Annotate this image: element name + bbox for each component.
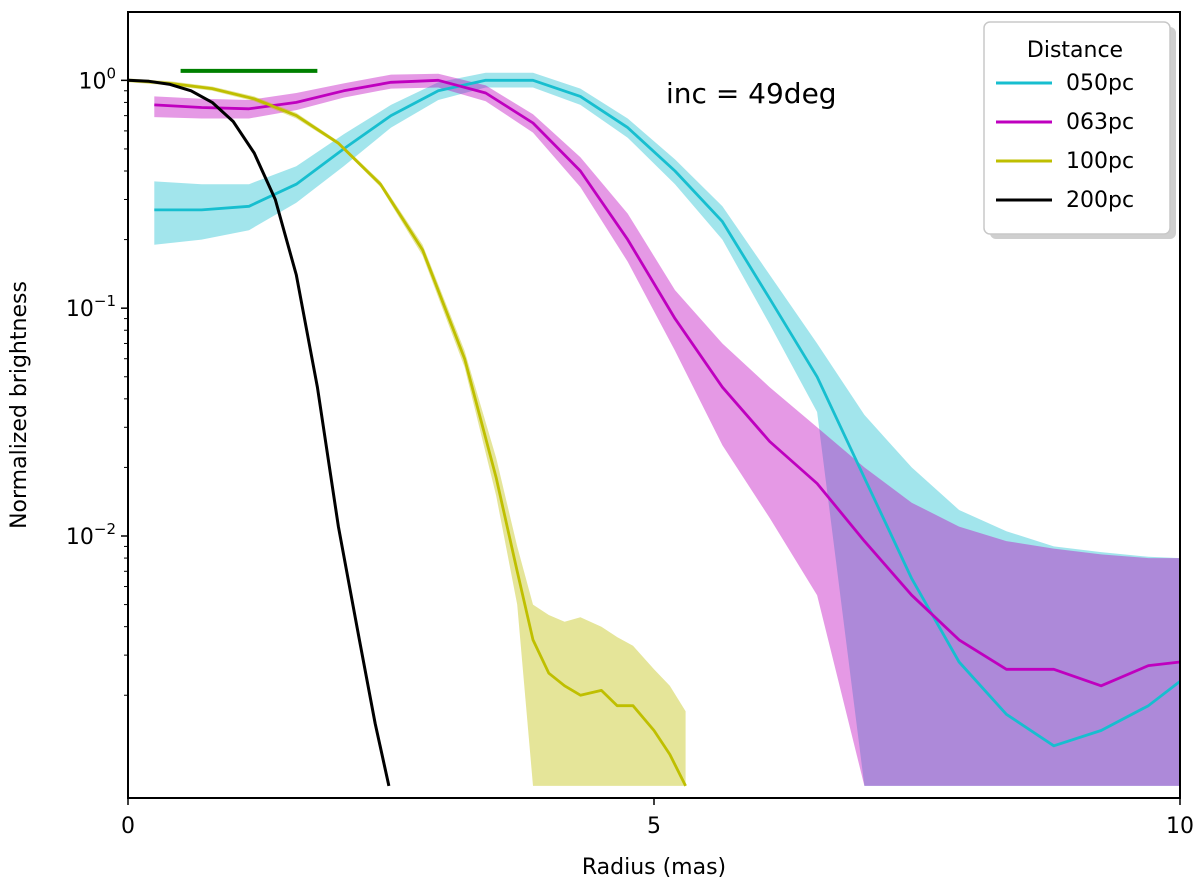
legend-title: Distance — [1027, 38, 1123, 63]
legend-box — [983, 21, 1171, 235]
line-100pc — [127, 78, 687, 787]
x-tick-label: 10 — [1166, 814, 1194, 839]
series-lines — [127, 78, 1181, 787]
x-axis-label: Radius (mas) — [582, 855, 726, 880]
x-tick-label: 5 — [647, 814, 661, 839]
x-tick-label: 0 — [121, 814, 135, 839]
axes: 0 5 10 100 10−1 10−2 — [66, 11, 1194, 839]
legend-label-200pc: 200pc — [1066, 188, 1134, 213]
line-200pc — [127, 78, 391, 787]
band-100pc — [128, 78, 686, 786]
line-063pc — [154, 78, 1181, 688]
y-axis-label: Normalized brightness — [7, 281, 32, 529]
legend-label-050pc: 050pc — [1066, 71, 1134, 96]
y-tick-label: 10−2 — [66, 520, 116, 550]
line-050pc — [154, 78, 1181, 748]
legend-label-063pc: 063pc — [1066, 110, 1134, 135]
legend: Distance 050pc 063pc 100pc 200pc — [983, 21, 1176, 239]
y-tick-label: 10−1 — [66, 292, 116, 322]
y-tick-label: 100 — [78, 64, 116, 94]
legend-entries: 050pc 063pc 100pc 200pc — [996, 71, 1134, 213]
inclination-annotation: inc = 49deg — [666, 77, 837, 110]
legend-label-100pc: 100pc — [1066, 149, 1134, 174]
